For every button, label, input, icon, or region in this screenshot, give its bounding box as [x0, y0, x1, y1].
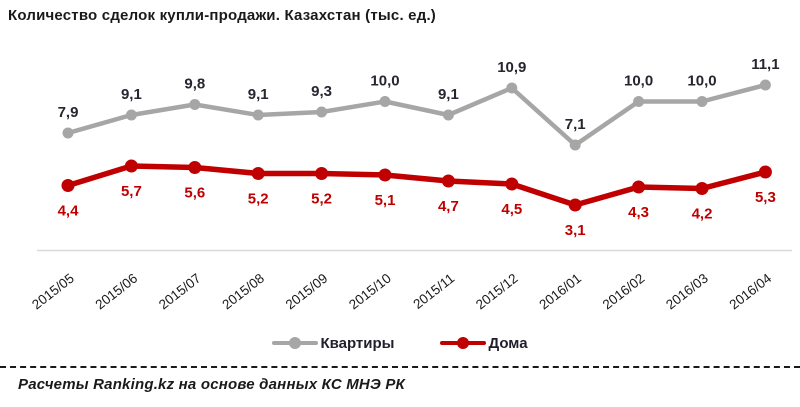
legend-item-doma: Дома [440, 334, 528, 352]
data-point [124, 159, 138, 173]
data-point [696, 96, 708, 107]
data-point [758, 165, 772, 179]
data-point [189, 99, 201, 110]
data-label: 10,0 [370, 73, 399, 90]
data-point [62, 127, 74, 139]
data-label: 4,3 [628, 204, 649, 221]
data-label: 7,9 [58, 104, 79, 121]
data-label: 10,9 [497, 59, 526, 76]
legend-label-kvartiry: Квартиры [320, 334, 395, 352]
x-tick-label: 2016/03 [663, 271, 711, 313]
data-point [442, 109, 454, 121]
chart-legend: Квартиры Дома [0, 330, 800, 356]
data-point [379, 96, 391, 107]
x-tick-label: 2015/12 [473, 271, 521, 313]
data-label: 4,5 [501, 201, 522, 218]
data-label: 5,7 [121, 183, 142, 200]
x-tick-label: 2015/10 [346, 271, 394, 313]
data-point [188, 161, 202, 174]
data-label: 5,6 [184, 185, 205, 202]
legend-marker-gray-line-icon [272, 337, 319, 349]
data-point [569, 139, 581, 151]
source-note: Расчеты Ranking.kz на основе данных КС М… [18, 376, 405, 393]
data-label: 9,3 [311, 83, 332, 100]
data-point [633, 96, 645, 107]
x-tick-label: 2015/09 [283, 271, 331, 313]
line-chart-canvas: 2015/05 2015/06 2015/07 2015/08 2015/09 2015/… [29, 56, 792, 313]
footer-divider [0, 366, 800, 368]
x-tick-label: 2016/04 [727, 270, 775, 312]
data-label: 5,2 [311, 191, 332, 208]
legend-label-doma: Дома [488, 334, 528, 352]
data-point [316, 106, 328, 118]
series-line-Квартиры [65, 82, 768, 148]
data-label: 11,1 [751, 56, 779, 73]
data-label: 3,1 [565, 222, 586, 239]
legend-item-kvartiry: Квартиры [272, 335, 394, 352]
data-label: 5,2 [248, 191, 269, 208]
data-label: 9,1 [248, 86, 269, 103]
x-tick-label: 2016/02 [600, 271, 648, 313]
data-point [315, 167, 329, 180]
data-label: 4,2 [692, 206, 713, 223]
data-label: 5,3 [755, 189, 776, 206]
chart-title: Количество сделок купли-продажи. Казахст… [8, 7, 437, 24]
data-point [252, 109, 264, 121]
x-tick-label: 2015/06 [93, 271, 141, 313]
data-point [632, 180, 646, 194]
data-point [505, 177, 519, 191]
data-label: 9,8 [184, 76, 205, 93]
data-label: 9,1 [121, 86, 142, 103]
data-point [251, 167, 265, 180]
data-point [759, 79, 771, 91]
data-label: 5,1 [375, 192, 396, 209]
legend-marker-red-line-icon [440, 337, 487, 349]
data-point [695, 182, 709, 195]
data-label: 4,4 [58, 203, 80, 220]
x-tick-label: 2016/01 [536, 271, 584, 313]
data-point [568, 198, 582, 212]
data-point [61, 179, 75, 192]
x-tick-label: 2015/07 [156, 271, 204, 313]
data-label: 10,0 [687, 73, 716, 90]
x-tick-label: 2015/11 [410, 271, 457, 312]
data-label: 10,0 [624, 73, 653, 90]
data-point [506, 82, 518, 94]
x-tick-label: 2015/05 [29, 271, 77, 313]
data-label: 4,7 [438, 198, 459, 215]
data-point [378, 168, 392, 182]
data-point [441, 174, 455, 188]
data-point [125, 109, 137, 121]
series-line-Дома [65, 163, 769, 208]
data-label: 7,1 [565, 116, 586, 133]
x-tick-label: 2015/08 [219, 271, 267, 313]
data-label: 9,1 [438, 86, 459, 103]
